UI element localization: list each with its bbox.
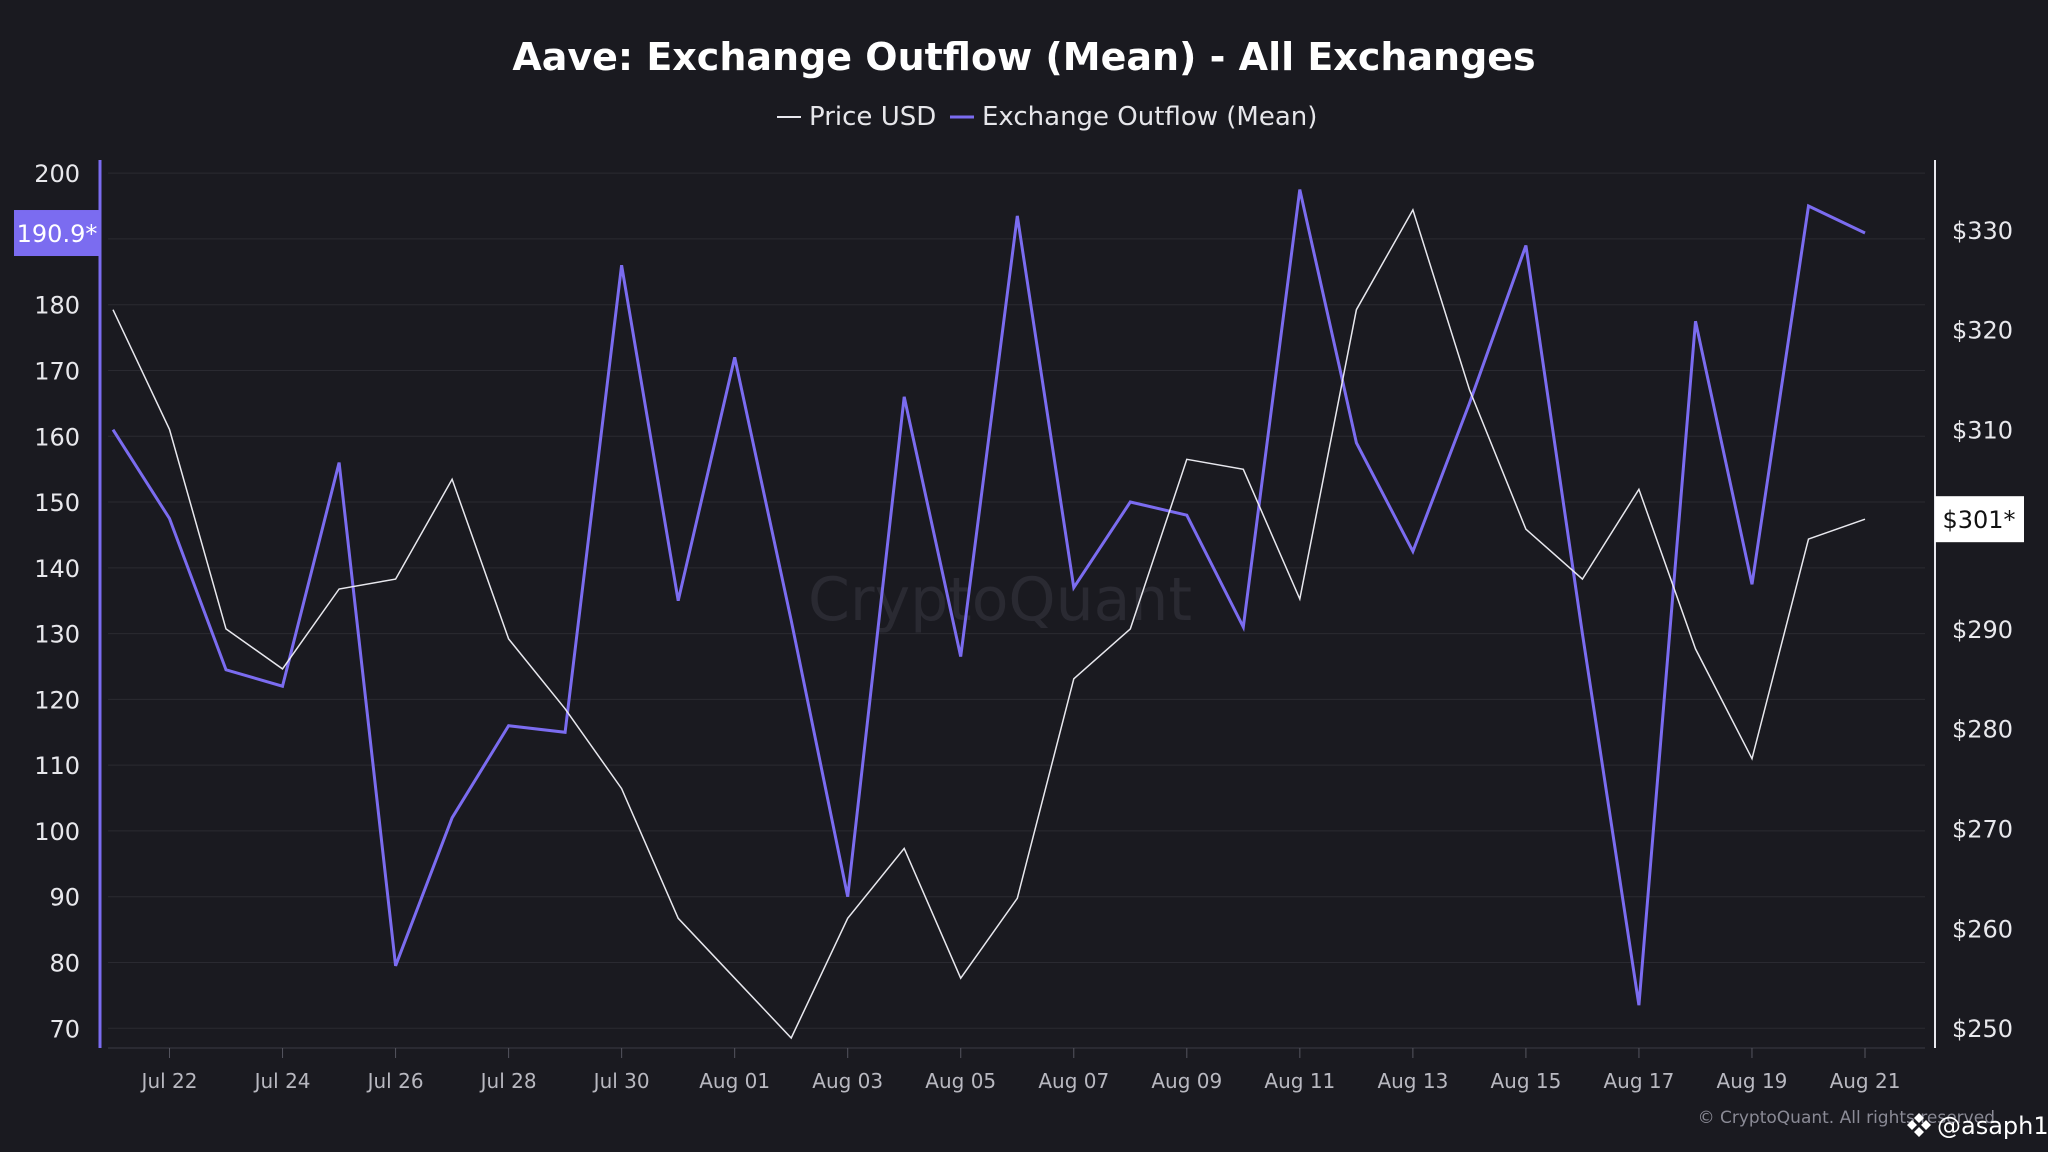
left-badge-value: 190.9* xyxy=(17,220,98,248)
copyright-credit: © CryptoQuant. All rights reserved xyxy=(1698,1108,1995,1128)
right-tick-label: $290 xyxy=(1952,616,2013,644)
left-tick-label: 170 xyxy=(34,357,80,385)
x-tick-label: Aug 05 xyxy=(925,1069,996,1093)
left-tick-label: 110 xyxy=(34,752,80,780)
x-tick-label: Aug 09 xyxy=(1151,1069,1222,1093)
right-tick-label: $270 xyxy=(1952,815,2013,843)
x-tick-label: Jul 24 xyxy=(253,1069,311,1093)
legend-price-label[interactable]: Price USD xyxy=(809,102,936,132)
left-tick-label: 180 xyxy=(34,292,80,320)
x-tick-label: Aug 03 xyxy=(812,1069,883,1093)
left-tick-label: 80 xyxy=(49,949,80,977)
left-tick-label: 160 xyxy=(34,423,80,451)
watermark-text: CryptoQuant xyxy=(808,565,1192,635)
x-tick-label: Aug 21 xyxy=(1830,1069,1901,1093)
x-tick-label: Aug 15 xyxy=(1490,1069,1561,1093)
left-tick-label: 120 xyxy=(34,686,80,714)
right-tick-label: $250 xyxy=(1952,1015,2013,1043)
exchange-outflow-line[interactable] xyxy=(111,189,1866,1006)
right-last-value-badge: $301* xyxy=(1935,496,2024,543)
right-badge-value: $301* xyxy=(1942,506,2015,534)
left-tick-label: 130 xyxy=(34,621,80,649)
legend-outflow-label[interactable]: Exchange Outflow (Mean) xyxy=(982,102,1317,132)
x-tick-label: Aug 11 xyxy=(1264,1069,1335,1093)
left-axis-ticks: 200190180170160150140130120110100908070 xyxy=(34,160,80,1043)
left-tick-label: 70 xyxy=(49,1015,80,1043)
right-axis-ticks: $330 $320 $310 $290 $280 $270 $260 $250 xyxy=(1952,217,2013,1043)
x-tick-label: Aug 17 xyxy=(1604,1069,1675,1093)
price-usd-line[interactable] xyxy=(112,208,1866,1040)
x-tick-label: Aug 13 xyxy=(1377,1069,1448,1093)
x-tick-label: Aug 07 xyxy=(1038,1069,1109,1093)
x-tick-label: Jul 28 xyxy=(479,1069,537,1093)
binance-logo-icon xyxy=(1907,1113,1931,1137)
left-tick-label: 150 xyxy=(34,489,80,517)
x-tick-label: Aug 19 xyxy=(1717,1069,1788,1093)
right-tick-label: $310 xyxy=(1952,416,2013,444)
left-last-value-badge: 190.9* xyxy=(14,210,99,257)
right-tick-label: $280 xyxy=(1952,716,2013,744)
left-tick-label: 100 xyxy=(34,818,80,846)
author-handle[interactable]: @asaph1 xyxy=(1937,1112,2048,1140)
right-badge-background xyxy=(1935,496,2024,543)
x-tick-label: Jul 30 xyxy=(592,1069,650,1093)
chart-title: Aave: Exchange Outflow (Mean) - All Exch… xyxy=(512,35,1535,79)
series-layer xyxy=(111,189,1866,1040)
x-tick-label: Jul 26 xyxy=(366,1069,424,1093)
left-badge-background xyxy=(14,210,99,257)
x-tick-label: Jul 22 xyxy=(140,1069,198,1093)
left-tick-label: 90 xyxy=(49,884,80,912)
right-tick-label: $320 xyxy=(1952,317,2013,345)
left-tick-label: 200 xyxy=(34,160,80,188)
x-tick-label: Aug 01 xyxy=(699,1069,770,1093)
right-tick-label: $330 xyxy=(1952,217,2013,245)
legend: Price USD Exchange Outflow (Mean) xyxy=(777,102,1317,132)
left-tick-label: 140 xyxy=(34,555,80,583)
x-axis-ticks: Jul 22 Jul 24 Jul 26 Jul 28 Jul 30 Aug 01 Aug … xyxy=(140,1048,1901,1093)
right-tick-label: $260 xyxy=(1952,915,2013,943)
